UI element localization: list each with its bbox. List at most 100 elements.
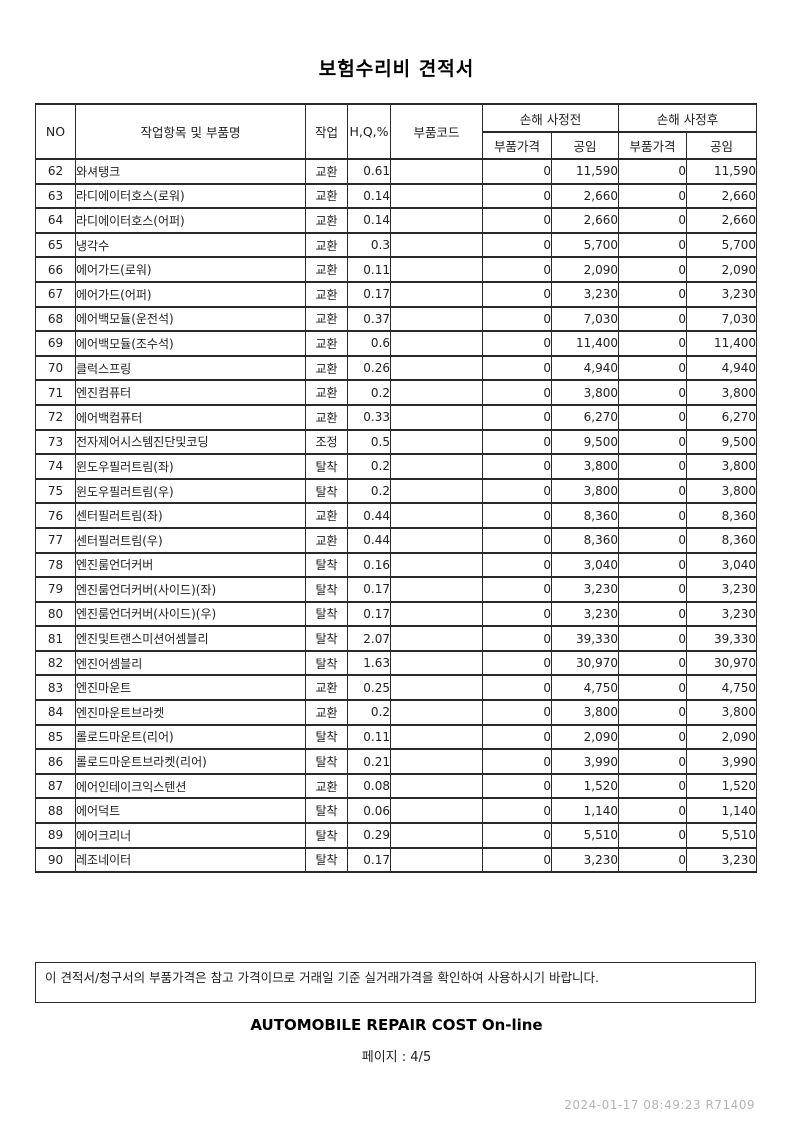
part-code (390, 674, 483, 702)
row-no: 83 (35, 674, 76, 702)
before-labor: 8,360 (550, 526, 620, 554)
before-part-price: 0 (482, 797, 552, 825)
hq-value: 0.2 (347, 453, 391, 480)
after-labor: 5,700 (686, 231, 758, 259)
work-type: 탈착 (305, 748, 348, 775)
after-labor: 3,230 (686, 280, 758, 308)
row-no: 68 (35, 305, 76, 333)
after-part-price: 0 (618, 822, 688, 849)
item-name: 엔진어셈블리 (75, 649, 306, 677)
before-part-price: 0 (482, 502, 552, 529)
after-labor: 11,590 (686, 158, 758, 185)
work-type: 교환 (305, 280, 348, 308)
before-labor: 3,800 (550, 699, 620, 726)
part-code (390, 256, 483, 283)
before-labor: 30,970 (550, 649, 620, 677)
row-no: 80 (35, 600, 76, 628)
part-code (390, 354, 483, 382)
before-labor: 11,400 (550, 330, 620, 357)
hq-value: 0.6 (347, 330, 391, 357)
hq-value: 0.61 (347, 158, 391, 185)
after-labor: 4,940 (686, 354, 758, 382)
col-header-before-part-price: 부품가격 (482, 131, 552, 160)
item-name: 엔진룸언더커버 (75, 551, 306, 579)
after-labor: 3,800 (686, 453, 758, 480)
before-part-price: 0 (482, 649, 552, 677)
table-row: 66 에어가드(로워) 교환 0.11 0 2,090 0 2,090 (35, 256, 758, 283)
after-part-price: 0 (618, 182, 688, 210)
after-part-price: 0 (618, 526, 688, 554)
item-name: 윈도우필러트림(좌) (75, 453, 306, 480)
before-part-price: 0 (482, 551, 552, 579)
part-code (390, 797, 483, 825)
row-no: 81 (35, 625, 76, 652)
table-row: 78 엔진룸언더커버 탈착 0.16 0 3,040 0 3,040 (35, 551, 758, 579)
after-part-price: 0 (618, 551, 688, 579)
after-labor: 2,090 (686, 723, 758, 751)
work-type: 교환 (305, 699, 348, 726)
before-labor: 3,800 (550, 379, 620, 406)
before-labor: 3,230 (550, 600, 620, 628)
hq-value: 0.06 (347, 797, 391, 825)
table-row: 88 에어덕트 탈착 0.06 0 1,140 0 1,140 (35, 797, 758, 825)
item-name: 롤로드마운트(리어) (75, 723, 306, 751)
row-no: 82 (35, 649, 76, 677)
hq-value: 0.26 (347, 354, 391, 382)
after-labor: 9,500 (686, 428, 758, 456)
before-part-price: 0 (482, 305, 552, 333)
hq-value: 0.21 (347, 748, 391, 775)
item-name: 엔진룸언더커버(사이드)(좌) (75, 576, 306, 603)
after-part-price: 0 (618, 576, 688, 603)
before-part-price: 0 (482, 182, 552, 210)
table-row: 76 센터필러트림(좌) 교환 0.44 0 8,360 0 8,360 (35, 502, 758, 529)
before-labor: 2,090 (550, 256, 620, 283)
item-name: 센터필러트림(좌) (75, 502, 306, 529)
work-type: 교환 (305, 207, 348, 234)
part-code (390, 526, 483, 554)
hq-value: 0.17 (347, 600, 391, 628)
work-type: 탈착 (305, 453, 348, 480)
before-labor: 3,040 (550, 551, 620, 579)
work-type: 교환 (305, 182, 348, 210)
item-name: 에어가드(로워) (75, 256, 306, 283)
row-no: 73 (35, 428, 76, 456)
col-header-item: 작업항목 및 부품명 (75, 103, 306, 160)
before-part-price: 0 (482, 403, 552, 431)
after-labor: 5,510 (686, 822, 758, 849)
after-part-price: 0 (618, 207, 688, 234)
row-no: 86 (35, 748, 76, 775)
after-part-price: 0 (618, 797, 688, 825)
estimate-table-body: 62 와셔탱크 교환 0.61 0 11,590 0 11,590 63 라디에이터호스(로워) 교… (35, 158, 758, 874)
after-labor: 2,660 (686, 207, 758, 234)
before-labor: 3,230 (550, 280, 620, 308)
part-code (390, 600, 483, 628)
item-name: 엔진마운트브라켓 (75, 699, 306, 726)
hq-value: 0.11 (347, 723, 391, 751)
part-code (390, 625, 483, 652)
table-row: 73 전자제어시스템진단및코딩 조정 0.5 0 9,500 0 9,500 (35, 428, 758, 456)
after-part-price: 0 (618, 428, 688, 456)
part-code (390, 305, 483, 333)
before-part-price: 0 (482, 158, 552, 185)
part-code (390, 231, 483, 259)
after-labor: 3,040 (686, 551, 758, 579)
before-labor: 3,800 (550, 477, 620, 505)
work-type: 교환 (305, 256, 348, 283)
after-labor: 39,330 (686, 625, 758, 652)
table-row: 83 엔진마운트 교환 0.25 0 4,750 0 4,750 (35, 674, 758, 702)
before-part-price: 0 (482, 600, 552, 628)
part-code (390, 576, 483, 603)
after-part-price: 0 (618, 772, 688, 800)
after-labor: 8,360 (686, 526, 758, 554)
work-type: 교환 (305, 330, 348, 357)
work-type: 탈착 (305, 600, 348, 628)
after-labor: 3,230 (686, 576, 758, 603)
footer-note-text: 이 견적서/청구서의 부품가격은 참고 가격이므로 거래일 기준 실거래가격을 … (45, 970, 599, 985)
part-code (390, 207, 483, 234)
hq-value: 0.14 (347, 182, 391, 210)
row-no: 62 (35, 158, 76, 185)
part-code (390, 699, 483, 726)
before-part-price: 0 (482, 576, 552, 603)
work-type: 교환 (305, 772, 348, 800)
after-part-price: 0 (618, 158, 688, 185)
